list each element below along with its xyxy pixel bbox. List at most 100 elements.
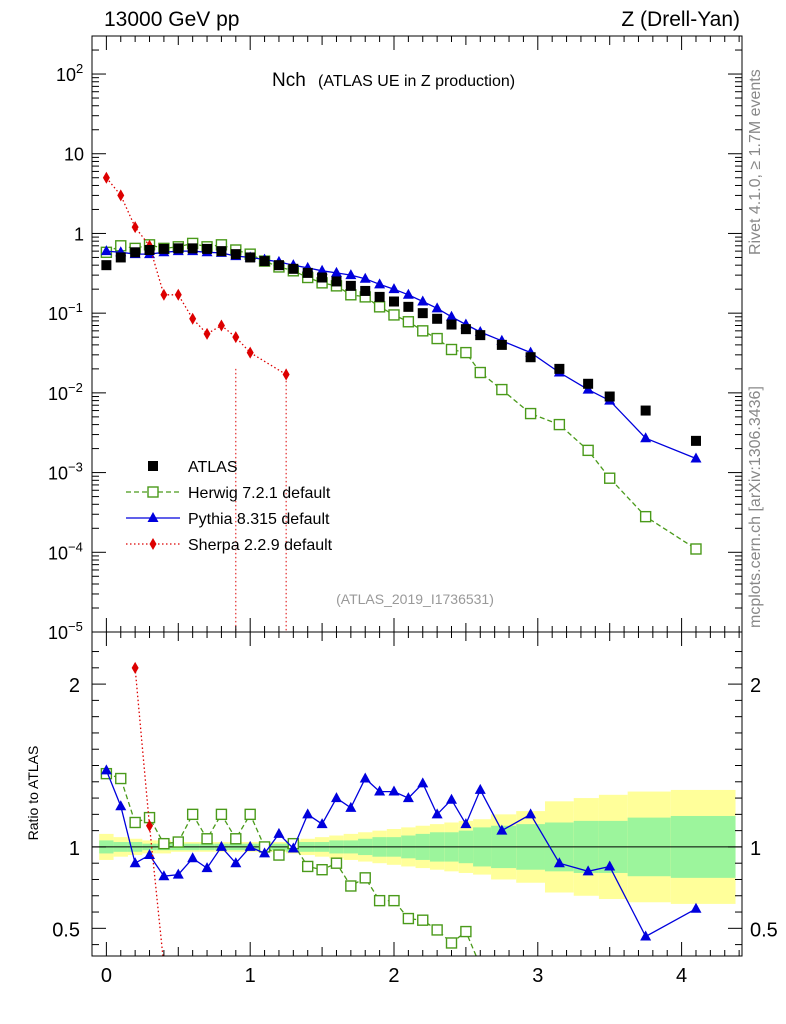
pythia-ratio-point xyxy=(273,827,285,838)
herwig-ratio-line xyxy=(106,772,477,956)
herwig-point xyxy=(388,309,400,321)
ratio-y-tick-label-left: 0.5 xyxy=(52,919,80,941)
sherpa-ratio-point xyxy=(131,661,139,674)
x-tick-label: 0 xyxy=(101,965,112,987)
atlas-point xyxy=(115,252,126,263)
atlas-point xyxy=(101,260,112,271)
atlas-point xyxy=(202,243,213,254)
herwig-point xyxy=(402,316,415,328)
pythia-ratio-point xyxy=(330,792,342,803)
x-tick-label: 2 xyxy=(388,965,399,987)
pythia-ratio-point xyxy=(215,840,227,851)
herwig-point xyxy=(582,444,594,457)
pythia-ratio-point xyxy=(158,870,170,881)
sherpa-point xyxy=(117,189,125,202)
herwig-ratio-point xyxy=(302,860,314,873)
sherpa-ratio-line xyxy=(134,667,164,956)
pythia-ratio-point xyxy=(388,785,400,796)
pythia-ratio-point xyxy=(144,849,156,860)
pythia-ratio-point xyxy=(201,862,213,873)
pythia-ratio-point xyxy=(129,857,141,868)
herwig-point xyxy=(460,346,472,359)
atlas-point xyxy=(446,319,457,330)
y-tick-label: 1 xyxy=(74,224,84,244)
y-tick-label: 10−5 xyxy=(48,619,83,643)
atlas-point xyxy=(173,243,184,254)
pythia-point xyxy=(431,302,443,313)
y-tick-label: 10−3 xyxy=(48,460,83,484)
atlas-point xyxy=(245,252,256,263)
pythia-ratio-point xyxy=(359,772,371,783)
herwig-point xyxy=(553,418,566,431)
analysis-id-label: (ATLAS_2019_I1736531) xyxy=(336,591,494,607)
herwig-ratio-point xyxy=(359,872,371,884)
pythia-ratio-point xyxy=(496,824,508,835)
herwig-point xyxy=(496,383,508,396)
pythia-point xyxy=(690,452,702,463)
process-label: Z (Drell-Yan) xyxy=(621,8,740,31)
herwig-ratio-point xyxy=(244,808,256,821)
legend-label-sherpa: Sherpa 2.2.9 default xyxy=(188,537,333,554)
x-tick-label: 3 xyxy=(532,965,543,987)
ratio-plot-panel: 0.5 0.5 1 1 2 2 0 1 2 3 4 Ratio to ATLAS xyxy=(25,631,778,987)
pythia-ratio-point xyxy=(553,857,565,868)
pythia-ratio-point xyxy=(474,783,486,794)
pythia-point xyxy=(388,283,400,294)
atlas-point xyxy=(331,276,342,287)
herwig-point xyxy=(603,472,616,484)
pythia-ratio-point xyxy=(287,842,299,853)
herwig-ratio-point xyxy=(273,849,285,861)
sherpa-point xyxy=(174,288,182,301)
atlas-point xyxy=(496,339,507,350)
ratio-y-tick-label-left: 1 xyxy=(69,838,80,860)
side-mcplots-label: mcplots.cern.ch [arXiv:1306.3436] xyxy=(747,386,764,628)
herwig-point xyxy=(524,407,537,420)
atlas-point xyxy=(475,330,486,341)
pythia-point xyxy=(402,288,414,299)
atlas-point xyxy=(604,391,615,402)
pythia-point xyxy=(330,266,342,277)
pythia-ratio-point xyxy=(582,865,594,876)
pythia-ratio-point xyxy=(230,857,242,868)
sherpa-point xyxy=(131,221,139,234)
herwig-ratio-point xyxy=(445,937,458,949)
herwig-ratio-point xyxy=(431,924,443,936)
herwig-point xyxy=(417,325,429,337)
pythia-point xyxy=(640,432,652,443)
herwig-ratio-point xyxy=(186,808,199,821)
sherpa-point xyxy=(217,319,225,332)
sherpa-point xyxy=(232,331,240,344)
atlas-point xyxy=(583,378,594,389)
herwig-ratio-point xyxy=(215,808,228,821)
pythia-ratio-point xyxy=(417,777,429,788)
herwig-ratio-point xyxy=(373,894,386,907)
sherpa-point xyxy=(160,288,168,301)
atlas-point xyxy=(417,308,428,319)
herwig-ratio-point xyxy=(402,912,415,925)
atlas-point xyxy=(187,243,198,254)
pythia-ratio-point xyxy=(316,818,328,829)
ratio-y-tick-label-right: 0.5 xyxy=(750,919,778,941)
atlas-point xyxy=(259,256,270,267)
herwig-point xyxy=(345,289,357,301)
pythia-ratio-point xyxy=(431,808,443,819)
atlas-point xyxy=(432,313,443,324)
herwig-point xyxy=(431,332,443,345)
atlas-point xyxy=(360,285,371,296)
legend-marker-sherpa xyxy=(149,538,157,550)
herwig-point xyxy=(474,366,486,379)
pythia-ratio-point xyxy=(259,847,271,858)
atlas-point xyxy=(345,280,356,291)
pythia-ratio-point xyxy=(172,868,184,879)
atlas-point xyxy=(158,243,169,254)
herwig-ratio-point xyxy=(230,833,242,845)
pythia-ratio-point xyxy=(302,808,314,819)
pythia-point xyxy=(100,245,112,256)
atlas-point xyxy=(525,352,536,363)
pythia-ratio-point xyxy=(402,792,414,803)
pythia-ratio-point xyxy=(115,800,127,811)
atlas-point xyxy=(130,247,141,258)
herwig-ratio-point xyxy=(201,833,213,845)
herwig-point xyxy=(639,510,652,523)
x-tick-label: 4 xyxy=(676,965,687,987)
